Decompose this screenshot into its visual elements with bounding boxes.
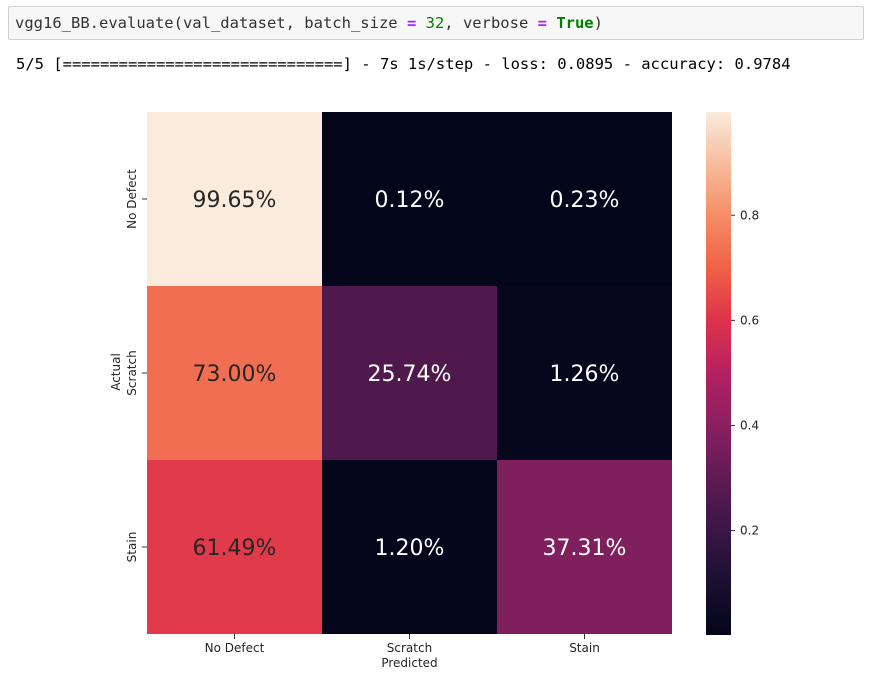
heatmap-cell <box>497 460 672 634</box>
heatmap-cell <box>497 112 672 286</box>
cell-annotation: 73.00% <box>193 362 277 387</box>
y-tick-label: Scratch <box>125 350 139 395</box>
colorbar-tick-label: 0.4 <box>740 418 759 432</box>
heatmap-cell <box>497 286 672 460</box>
code-fn: vgg16_BB.evaluate(val_dataset, batch_siz… <box>15 14 407 32</box>
y-axis-label: Actual <box>109 353 123 391</box>
colorbar <box>706 112 731 635</box>
code-line: vgg16_BB.evaluate(val_dataset, batch_siz… <box>15 14 603 32</box>
heatmap-cell <box>322 112 497 286</box>
code-keyword: True <box>556 14 594 32</box>
heatmap-cell <box>147 460 322 634</box>
colorbar-tick-label: 0.8 <box>740 208 759 222</box>
code-op: = <box>406 14 417 32</box>
colorbar-tick-label: 0.2 <box>740 524 759 538</box>
heatmap-cell <box>322 286 497 460</box>
output-line: 5/5 [==============================] - 7… <box>16 55 791 73</box>
code-op: = <box>537 14 547 32</box>
cell-annotation: 37.31% <box>543 536 627 561</box>
heatmap-cell <box>147 112 322 286</box>
x-axis-label: Predicted <box>381 656 437 670</box>
cell-annotation: 25.74% <box>368 362 452 387</box>
cell-annotation: 0.23% <box>550 188 620 213</box>
x-tick-label: Scratch <box>387 641 432 655</box>
y-tick-label: Stain <box>125 532 139 563</box>
cell-annotation: 1.26% <box>550 362 620 387</box>
x-tick-label: No Defect <box>205 641 265 655</box>
cell-annotation: 61.49% <box>193 536 277 561</box>
heatmap-cell <box>147 286 322 460</box>
colorbar-tick-label: 0.6 <box>740 313 759 327</box>
heatmap-cell <box>322 460 497 634</box>
code-close-paren: ) <box>593 14 603 32</box>
x-tick-label: Stain <box>569 641 600 655</box>
cell-annotation: 99.65% <box>193 188 277 213</box>
code-arg: , verbose <box>444 14 538 32</box>
cell-annotation: 0.12% <box>375 188 445 213</box>
code-number: 32 <box>425 14 445 32</box>
cell-annotation: 1.20% <box>375 536 445 561</box>
y-tick-label: No Defect <box>125 169 139 229</box>
code-cell[interactable]: vgg16_BB.evaluate(val_dataset, batch_siz… <box>8 6 864 40</box>
